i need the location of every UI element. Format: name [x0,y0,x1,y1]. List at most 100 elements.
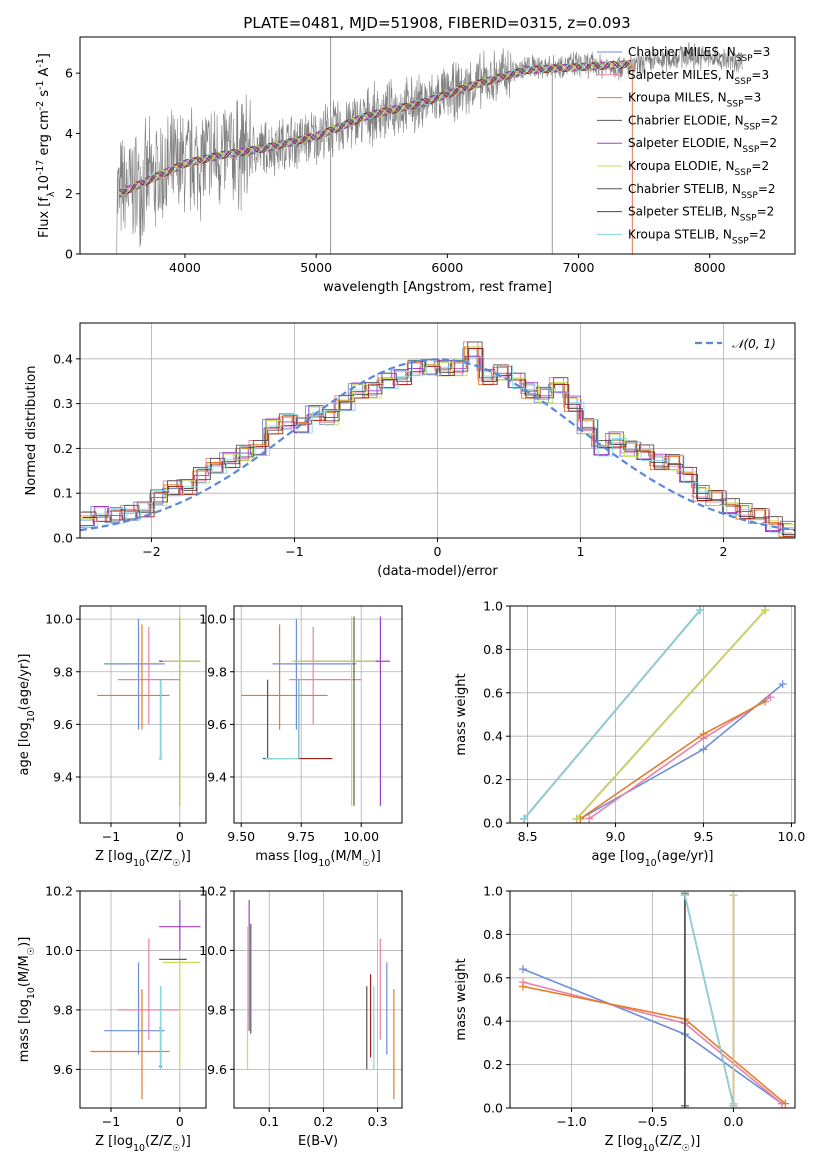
x-tick-label: −2 [142,544,160,559]
x-tick-label: −0.5 [637,1114,667,1129]
axes-frame: 9.50 9.75 10.00 9.4 9.6 9.8 10.0 mass [log10(M/… [199,605,403,869]
y-tick-label: 0 [65,247,73,262]
y-tick-label: 0.8 [483,927,503,942]
x-tick-label: 7000 [563,260,595,275]
x-tick-label: −1 [102,829,120,844]
weight-marker [585,814,594,823]
y-tick-label: 10.0 [45,943,73,958]
axes-box [233,890,403,1109]
weight-marker [699,730,708,739]
panel-mass_vs_Z: −1 0 9.6 9.8 10.0 10.2 Z [log10(Z/Z☉)] mass [lo… [17,884,207,1154]
normal-curve [80,358,795,532]
x-axis-label: Z [log10(Z/Z☉)] [605,1134,701,1154]
y-tick-label: 0.2 [53,441,73,456]
x-tick-label: 0.3 [368,1114,388,1129]
weight-marker [680,1101,689,1108]
y-axis-label: mass [log10(M/M☉)] [17,937,37,1063]
legend-entry: Salpeter MILES, NSSP=3 [628,68,769,87]
weight-marker [766,693,775,702]
x-tick-label: 8.5 [518,829,538,844]
model-line-salpeter-stelib [119,60,632,195]
panel-age_vs_Z: −1 0 9.4 9.6 9.8 10.0 Z [log10(Z/Z☉)] age [log1… [17,605,207,869]
axes-frame: −1.0 −0.5 0.0 0.0 0.2 0.4 0.6 0.8 1.0 Z [log10(Z/… [454,884,796,1154]
y-tick-label: 2 [65,186,73,201]
y-tick-label: 0.2 [483,772,503,787]
model-line-salpeter-elodie [119,60,632,197]
x-tick-label: 0 [176,829,184,844]
axes-frame: 0.1 0.2 0.3 9.6 9.8 10.0 10.2 E(B-V) [199,884,403,1149]
x-tick-label: 6000 [431,260,463,275]
x-tick-label: 9.5 [694,829,714,844]
weight-line-kroupa-elodie [576,609,766,820]
weight-line-kroupa-stelib [523,609,701,820]
legend-entry: Kroupa MILES, NSSP=3 [628,91,761,110]
x-tick-label: 10.00 [343,829,379,844]
x-tick-label: 2 [720,544,728,559]
panel-mass_vs_EBV: 0.1 0.2 0.3 9.6 9.8 10.0 10.2 E(B-V) [199,884,403,1149]
weight-marker [518,982,527,991]
x-tick-label: −1 [285,544,303,559]
legend-entry: Chabrier STELIB, NSSP=2 [628,182,776,201]
panel-age_vs_mass: 9.50 9.75 10.00 9.4 9.6 9.8 10.0 mass [log10(M/… [199,605,403,869]
plot-area [241,616,390,806]
y-tick-label: 9.4 [207,769,227,784]
hist-step-kroupa-miles [80,346,794,538]
weight-marker [699,745,708,754]
y-tick-label: 9.8 [207,1002,227,1017]
y-tick-label: 10.2 [45,884,73,899]
plot-area [246,899,395,1100]
legend-entry: Kroupa STELIB, NSSP=2 [628,227,766,246]
x-tick-label: 8000 [694,260,726,275]
y-tick-label: 0.0 [483,816,503,831]
hist-step-kroupa-elodie [80,346,795,526]
y-axis-label: age [log10(age/yr)] [17,653,37,775]
weight-marker [778,680,787,689]
spectrum-data-line [116,42,743,254]
plot-area [97,616,201,806]
plot-area [80,341,795,538]
y-tick-label: 0.4 [483,729,503,744]
axes-box [233,605,403,824]
x-axis-label: (data-model)/error [377,564,498,579]
weight-line-kroupa-stelib [684,895,735,1106]
hist-step-chabrier-stelib [81,341,795,535]
y-tick-label: 0.4 [483,1014,503,1029]
legend-entry: Kroupa ELODIE, NSSP=2 [628,159,769,178]
y-tick-label: 9.8 [53,1002,73,1017]
x-tick-label: 5000 [300,260,332,275]
x-axis-label: Z [log10(Z/Z☉)] [95,849,191,869]
legend-entry: Chabrier ELODIE, NSSP=2 [628,113,778,132]
hist-step-salpeter-stelib [82,348,795,537]
y-tick-label: 1.0 [483,884,503,899]
figure-title: PLATE=0481, MJD=51908, FIBERID=0315, z=0… [243,14,630,32]
plot-area [520,606,787,823]
plot-area [90,899,201,1100]
y-axis-label: mass weight [454,958,469,1040]
legend-entry: Salpeter STELIB, NSSP=2 [628,205,774,224]
panel-weight_vs_age: 8.5 9.0 9.5 10.0 0.0 0.2 0.4 0.6 0.8 1.0 age [log1… [454,599,805,869]
x-tick-label: 0.0 [724,1114,744,1129]
panel-spectrum: 4000 5000 6000 7000 8000 0 2 4 6 wavelength [Angs… [35,36,796,295]
axes-frame: −1 0 9.6 9.8 10.0 10.2 Z [log10(Z/Z☉)] mass [lo… [17,884,207,1154]
y-tick-label: 10.0 [199,943,227,958]
weight-marker [761,606,770,615]
hist-step-kroupa-stelib [83,356,795,533]
weight-marker [520,814,529,823]
panel-weight_vs_Z: −1.0 −0.5 0.0 0.0 0.2 0.4 0.6 0.8 1.0 Z [log10(Z/… [454,884,796,1154]
x-tick-label: 10.0 [778,829,806,844]
x-tick-label: 0 [176,1114,184,1129]
axes-box [79,36,796,255]
y-axis-label: mass weight [454,673,469,755]
y-tick-label: 4 [65,126,73,141]
x-axis-label: age [log10(age/yr)] [591,849,713,869]
axes-frame: −1 0 9.4 9.6 9.8 10.0 Z [log10(Z/Z☉)] age [log1… [17,605,207,869]
x-axis-label: Z [log10(Z/Z☉)] [95,1134,191,1154]
x-axis-label: mass [log10(M/M☉)] [255,849,381,869]
hist-step-salpeter-miles [80,341,793,534]
legend-entry: Salpeter ELODIE, NSSP=2 [628,136,777,155]
legend-entry: 𝒩(0, 1) [732,337,776,351]
x-tick-label: 1 [577,544,585,559]
axes-box [79,890,207,1109]
x-tick-label: 9.0 [606,829,626,844]
y-tick-label: 9.8 [207,664,227,679]
